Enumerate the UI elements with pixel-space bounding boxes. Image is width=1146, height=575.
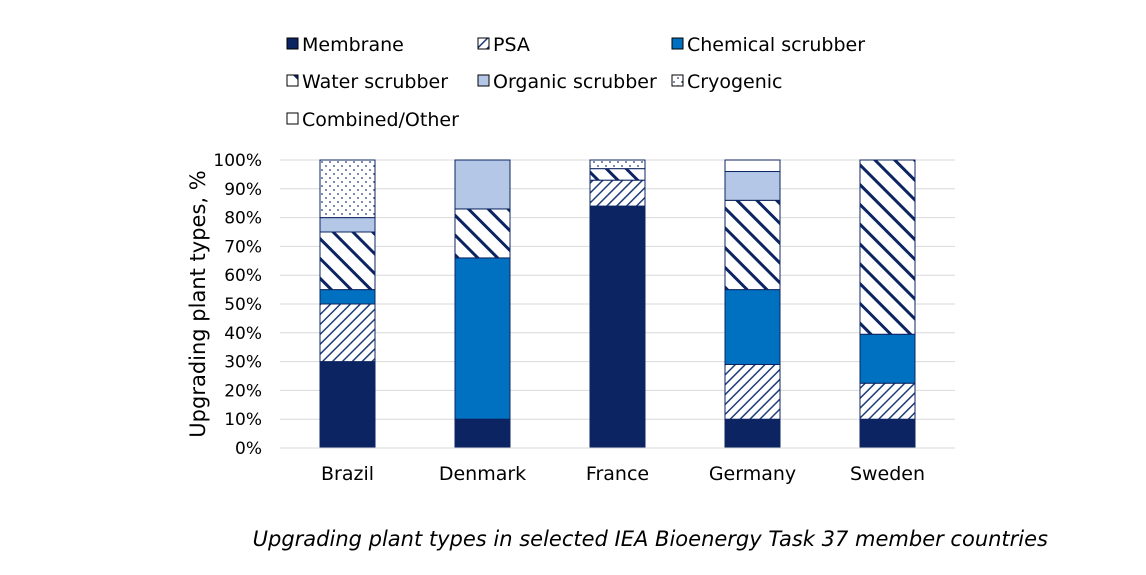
y-tick-label: 80% <box>224 209 262 229</box>
figure-caption: Upgrading plant types in selected IEA Bi… <box>252 527 1048 551</box>
bar-segment <box>859 382 916 420</box>
bars <box>280 159 955 449</box>
bar-segment <box>454 208 511 259</box>
bar-segment <box>724 418 781 449</box>
chart-legend: Membrane PSA Chemical scrubber Water scrubb… <box>286 34 865 131</box>
bar-segment <box>589 205 646 449</box>
legend-label: PSA <box>493 34 530 56</box>
legend-label: Organic scrubber <box>493 71 657 93</box>
bar-segment <box>454 159 511 210</box>
bar-segment <box>319 231 376 291</box>
bar-segment <box>724 363 781 420</box>
y-axis-ticks: 0% 10% 20% 30% 40% 50% 60% 70% 80% 90% 100% <box>213 151 262 459</box>
bar-segment <box>859 418 916 449</box>
bar-segment <box>724 199 781 291</box>
bar-segment <box>589 179 646 207</box>
y-tick-label: 50% <box>224 295 262 315</box>
y-tick-label: 60% <box>224 266 262 286</box>
legend-swatch <box>671 37 684 50</box>
legend-label: Cryogenic <box>687 71 782 93</box>
y-axis-label: Upgrading plant types, % <box>186 170 210 437</box>
x-category-label: Denmark <box>439 463 526 485</box>
legend-swatch <box>286 74 299 87</box>
bar-segment <box>319 361 376 449</box>
bar-segment <box>859 333 916 384</box>
bar-segment <box>589 168 646 181</box>
y-tick-label: 0% <box>235 439 262 459</box>
y-tick-label: 10% <box>224 410 262 430</box>
x-category-label: France <box>586 463 649 485</box>
bar-segment <box>724 289 781 365</box>
legend-swatch <box>477 37 490 50</box>
legend-label: Water scrubber <box>302 71 448 93</box>
bar-segment <box>724 159 781 173</box>
x-category-label: Germany <box>709 463 796 485</box>
bar-segment <box>319 217 376 233</box>
legend-swatch <box>286 112 299 125</box>
legend-swatch <box>477 74 490 87</box>
legend-label: Membrane <box>302 34 404 56</box>
bar-segment <box>724 171 781 201</box>
legend-label: Combined/Other <box>302 109 459 131</box>
bar-segment <box>454 257 511 420</box>
y-tick-label: 20% <box>224 381 262 401</box>
y-tick-label: 30% <box>224 353 262 373</box>
bar-segment <box>589 159 646 170</box>
y-tick-label: 70% <box>224 237 262 257</box>
bar-segment <box>319 289 376 305</box>
x-axis-categories: Brazil Denmark France Germany Sweden <box>321 463 925 485</box>
bar-segment <box>454 418 511 449</box>
x-category-label: Brazil <box>321 463 374 485</box>
y-tick-label: 40% <box>224 324 262 344</box>
legend-swatch <box>286 37 299 50</box>
y-tick-label: 100% <box>213 151 262 171</box>
legend-swatch <box>671 74 684 87</box>
x-category-label: Sweden <box>850 463 925 485</box>
stacked-bar-chart: Membrane PSA Chemical scrubber Water scrubb… <box>186 34 955 485</box>
y-tick-label: 90% <box>224 180 262 200</box>
legend-label: Chemical scrubber <box>687 34 865 56</box>
bar-segment <box>319 159 376 219</box>
bar-segment <box>319 303 376 363</box>
bar-segment <box>859 159 916 335</box>
